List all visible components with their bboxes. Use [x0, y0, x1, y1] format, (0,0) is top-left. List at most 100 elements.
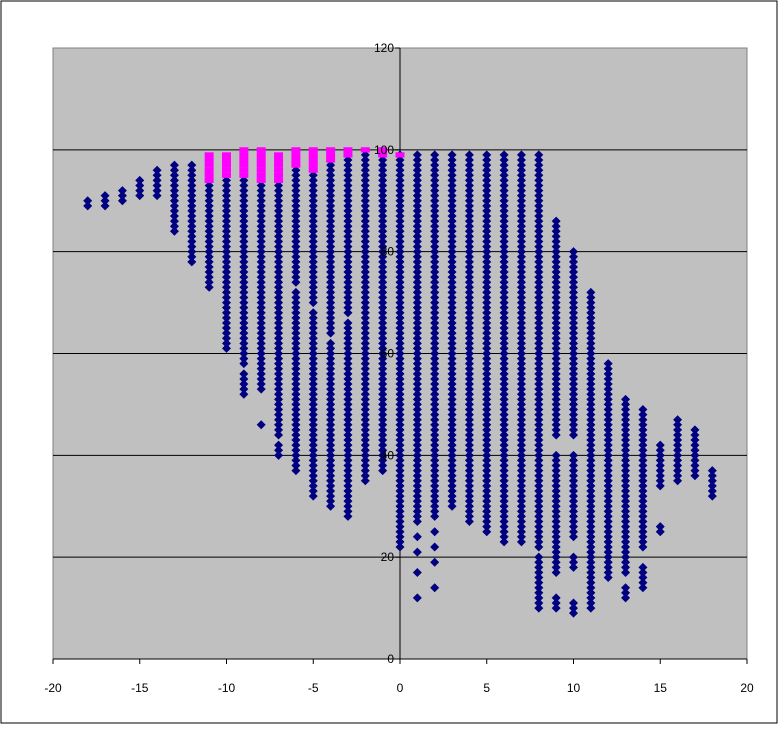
data-point	[464, 211, 474, 221]
data-point	[430, 364, 440, 374]
data-point	[534, 333, 544, 343]
data-point	[516, 318, 526, 328]
data-point	[516, 165, 526, 175]
data-point	[516, 160, 526, 170]
data-point	[482, 450, 492, 460]
data-point	[603, 435, 613, 445]
data-point	[360, 435, 370, 445]
highlight-point	[256, 152, 266, 158]
data-point	[516, 323, 526, 333]
data-point	[135, 191, 145, 201]
data-point	[326, 287, 336, 297]
data-point	[222, 287, 231, 297]
data-point	[291, 272, 301, 282]
data-point	[343, 328, 353, 338]
data-point	[430, 186, 440, 196]
data-point	[343, 379, 353, 389]
data-point	[308, 349, 318, 358]
data-point	[308, 343, 318, 353]
data-point	[291, 425, 301, 435]
data-point	[204, 226, 214, 236]
data-point	[326, 496, 336, 506]
data-point	[516, 430, 526, 440]
data-point	[378, 394, 388, 404]
data-point	[412, 455, 422, 465]
data-point	[378, 318, 388, 328]
data-point	[482, 511, 492, 521]
data-point	[569, 466, 578, 476]
data-point	[256, 308, 266, 318]
data-point	[274, 186, 284, 196]
data-point	[430, 359, 440, 369]
data-point	[430, 420, 440, 430]
data-point	[447, 394, 457, 404]
data-point	[256, 272, 266, 282]
data-point	[360, 384, 370, 394]
data-point	[551, 486, 561, 496]
data-point	[499, 359, 509, 369]
data-point	[690, 425, 700, 435]
data-point	[586, 303, 596, 313]
data-point	[482, 425, 492, 435]
data-point	[360, 262, 370, 272]
data-point	[378, 160, 388, 170]
data-point	[464, 466, 474, 476]
data-point	[256, 226, 266, 236]
data-point	[204, 216, 214, 226]
data-point	[83, 196, 93, 206]
data-point	[430, 405, 440, 415]
data-point	[534, 155, 544, 165]
data-point	[516, 277, 526, 287]
data-point	[239, 231, 249, 241]
data-point	[378, 287, 388, 297]
data-point	[395, 496, 405, 506]
data-point	[464, 476, 474, 486]
data-point	[482, 364, 492, 374]
data-point	[360, 252, 370, 262]
data-point	[621, 501, 631, 511]
data-point	[603, 369, 613, 379]
data-point	[551, 430, 561, 440]
data-point	[534, 196, 544, 206]
data-point	[256, 369, 266, 379]
data-point	[274, 379, 284, 389]
data-point	[482, 201, 492, 211]
data-point	[256, 323, 266, 333]
data-point	[621, 410, 631, 420]
data-point	[464, 420, 474, 430]
data-point	[360, 359, 370, 369]
data-point	[326, 343, 336, 353]
data-point	[326, 282, 336, 292]
data-point	[360, 313, 370, 323]
data-point	[621, 547, 631, 557]
data-point	[256, 359, 266, 369]
data-point	[569, 318, 578, 328]
data-point	[516, 491, 526, 501]
data-point	[378, 420, 388, 430]
data-point	[569, 262, 578, 272]
data-point	[222, 323, 231, 333]
y-tick-label: 80	[381, 245, 395, 259]
data-point	[430, 384, 440, 394]
data-point	[204, 231, 214, 241]
data-point	[551, 252, 561, 262]
data-point	[499, 445, 509, 455]
data-point	[534, 389, 544, 399]
data-point	[378, 440, 388, 450]
data-point	[291, 389, 301, 399]
data-point	[482, 328, 492, 338]
data-point	[291, 466, 301, 476]
data-point	[551, 461, 561, 471]
data-point	[586, 532, 596, 542]
data-point	[308, 374, 318, 384]
data-point	[569, 272, 578, 282]
data-point	[690, 445, 700, 455]
data-point	[447, 481, 457, 491]
data-point	[482, 384, 492, 394]
data-point	[343, 186, 353, 196]
data-point	[551, 242, 561, 252]
data-point	[499, 170, 509, 180]
data-point	[360, 425, 370, 435]
data-point	[378, 170, 388, 180]
data-point	[534, 491, 544, 501]
